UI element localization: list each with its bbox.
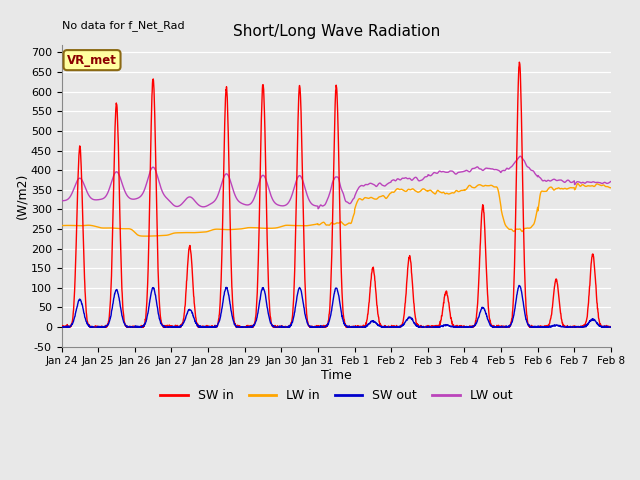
Text: No data for f_Net_Rad: No data for f_Net_Rad xyxy=(61,20,184,31)
Y-axis label: (W/m2): (W/m2) xyxy=(15,172,28,219)
Legend: SW in, LW in, SW out, LW out: SW in, LW in, SW out, LW out xyxy=(156,384,517,407)
Text: VR_met: VR_met xyxy=(67,54,117,67)
X-axis label: Time: Time xyxy=(321,369,351,382)
Title: Short/Long Wave Radiation: Short/Long Wave Radiation xyxy=(233,24,440,39)
